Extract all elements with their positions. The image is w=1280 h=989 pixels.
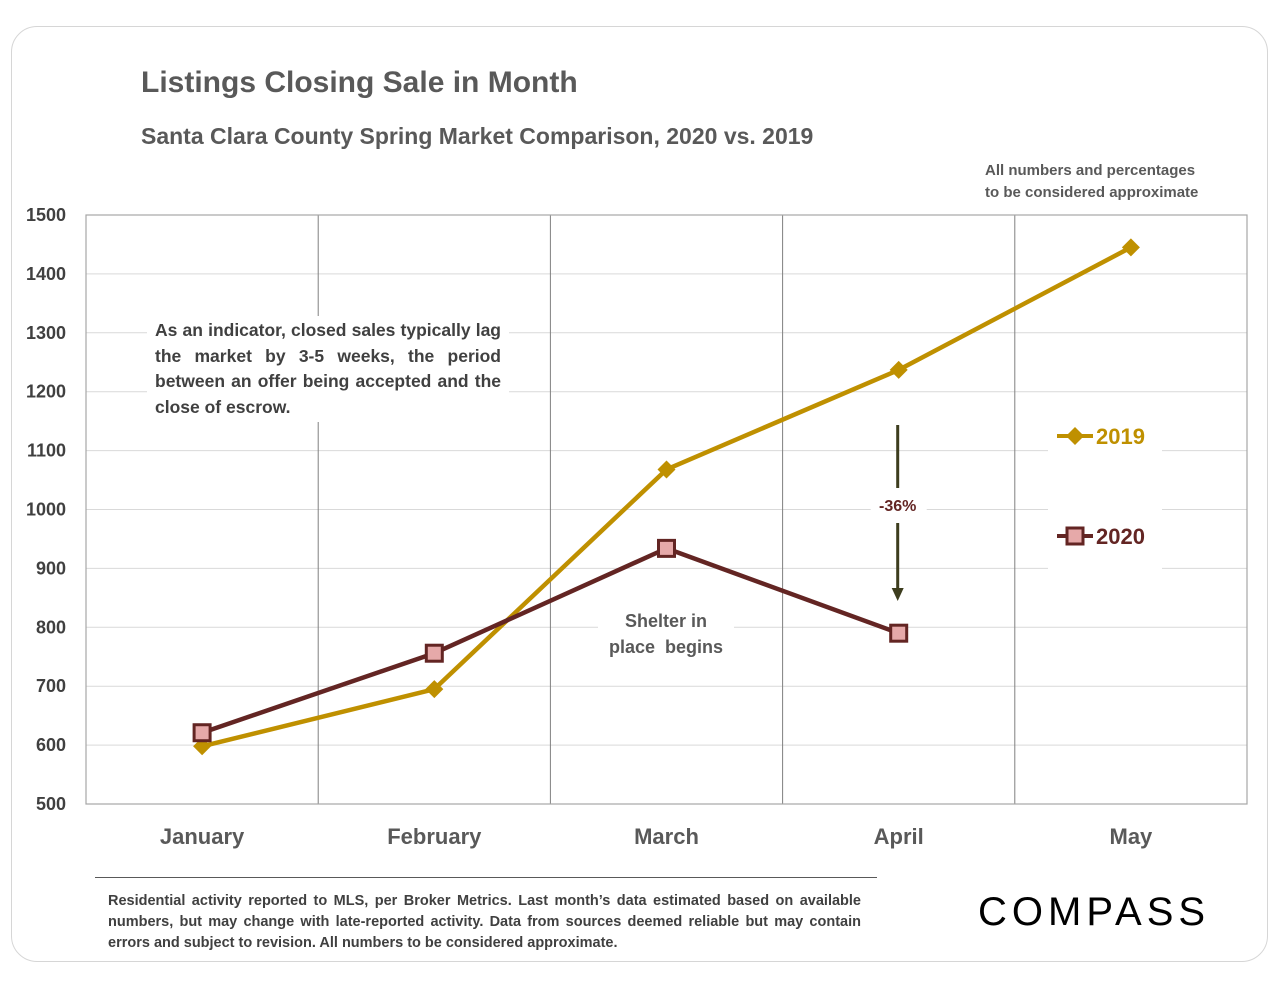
data-point-2019: [657, 460, 676, 479]
compass-logo: COMPASS: [978, 890, 1211, 934]
y-tick-label: 1400: [26, 264, 66, 284]
change-label-bg: [870, 490, 927, 520]
data-point-2019: [425, 680, 444, 699]
change-label: -36%: [879, 498, 916, 515]
chart-subtitle: Santa Clara County Spring Market Compari…: [141, 123, 814, 149]
change-arrow-head: [891, 588, 904, 601]
shelter-in-place-note: Shelter in place begins: [598, 608, 734, 660]
x-tick-label: March: [634, 824, 699, 849]
data-point-2019: [889, 360, 908, 379]
y-tick-label: 800: [36, 617, 66, 637]
footnote-divider: [95, 877, 877, 878]
data-point-2020: [424, 643, 444, 663]
x-tick-label: April: [874, 824, 924, 849]
y-tick-label: 1000: [26, 500, 66, 520]
series-line-2020: [201, 546, 900, 735]
y-tick-label: 1500: [26, 205, 66, 225]
x-tick-label: February: [387, 824, 482, 849]
data-point-2020: [657, 538, 676, 558]
chart-title: Listings Closing Sale in Month: [141, 66, 578, 99]
legend-label-2020: 2020: [1096, 524, 1145, 549]
y-tick-label: 1100: [27, 441, 66, 461]
legend-marker-2020: [1065, 526, 1085, 546]
y-tick-label: 1200: [26, 382, 66, 402]
data-point-2019: [1121, 238, 1140, 257]
plot-area: [85, 214, 1248, 805]
disclaimer-line-1: All numbers and percentages: [985, 162, 1196, 179]
legend-label-2019: 2019: [1096, 424, 1145, 449]
approximate-disclaimer: All numbers and percentages to be consid…: [985, 160, 1198, 204]
footnote: Residential activity reported to MLS, pe…: [108, 893, 861, 951]
disclaimer-line-2: to be considered approximate: [985, 184, 1199, 201]
lag-indicator-note: As an indicator, closed sales typically …: [147, 316, 509, 422]
shelter-line-2: place begins: [608, 637, 724, 657]
y-tick-label: 500: [36, 794, 66, 814]
shelter-line-1: Shelter in: [624, 611, 708, 631]
data-point-2020: [192, 723, 212, 743]
y-tick-label: 900: [36, 558, 66, 578]
legend-marker-2019: [1066, 427, 1084, 445]
data-point-2020: [889, 623, 909, 643]
x-tick-label: May: [1110, 824, 1154, 849]
y-tick-label: 600: [36, 735, 66, 755]
y-tick-label: 1300: [26, 323, 66, 343]
x-tick-label: January: [160, 824, 245, 849]
y-tick-label: 700: [36, 676, 66, 696]
